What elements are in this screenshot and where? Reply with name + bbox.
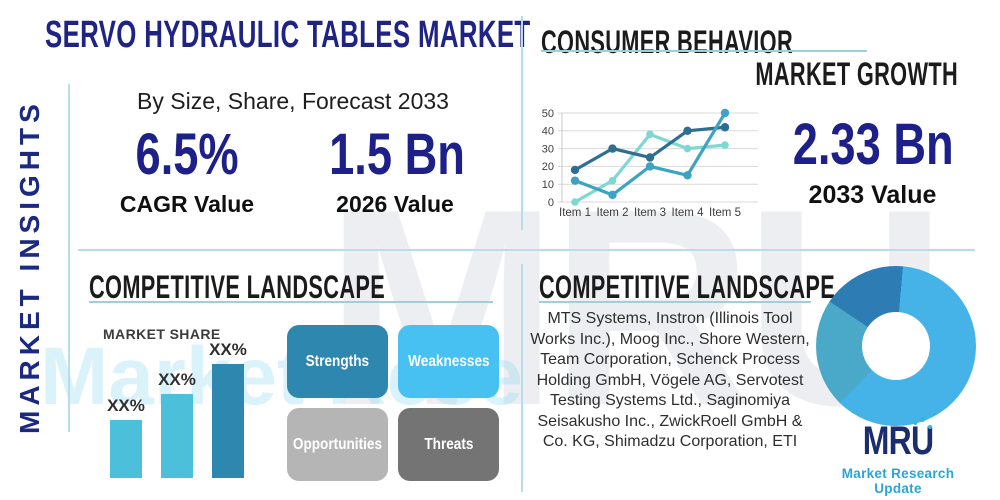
market-growth-line-chart: 0 10 20 30 40 50 Item 1 Item 2 Item 3 Item 4 Item … [542,108,758,219]
logo-splash-dot-icon [919,417,925,422]
bar-value-label: XX% [158,370,196,389]
swot-box-threats: Threats [398,408,499,481]
data-point-medium-teal [608,190,617,200]
mru-logo-tagline: Market Research Update [841,466,955,496]
competitive-landscape-left-heading: COMPETITIVE LANDSCAPE [89,269,386,305]
donut-hole [862,312,930,380]
y-tick-label: 0 [548,197,554,209]
base-year-value: 1.5 Bn [329,122,465,187]
data-point-medium-teal [570,176,580,185]
swot-box-opportunities: Opportunities [287,408,388,481]
competitive-landscape-right-underline [539,301,811,303]
top-quadrant-divider [521,16,523,230]
forecast-label: 2033 Value [808,181,937,209]
market-growth-heading: MARKET GROWTH [755,56,958,92]
data-point-dark-blue [645,153,655,162]
swot-grid: Strengths Weaknesses Opportunities Threats [287,325,499,481]
x-tick-label: Item 4 [672,207,705,219]
logo-splash-dot-icon [927,425,932,429]
x-tick-label: Item 3 [634,207,666,219]
cagr-stat: 6.5% CAGR Value [102,126,272,218]
data-point-light-teal [646,130,654,139]
market-insights-vertical-label: MARKET INSIGHTS [14,99,45,434]
data-point-light-teal [608,176,617,185]
y-tick-label: 10 [542,179,554,191]
y-tick-label: 40 [542,126,554,138]
consumer-behavior-underline [541,50,867,52]
competitive-landscape-left-underline [89,301,493,303]
market-share-bar [212,363,244,478]
data-point-dark-blue [683,126,692,135]
market-share-bar-chart: XX% XX% XX% [104,335,264,478]
logo-splash-dot-icon [913,422,917,425]
page-subtitle: By Size, Share, Forecast 2033 [137,88,449,114]
swot-box-label: Strengths [305,352,370,370]
swot-box-strengths: Strengths [287,325,388,398]
x-tick-label: Item 1 [559,207,591,219]
data-point-medium-teal [645,162,655,171]
market-share-bar [161,394,193,478]
bottom-quadrant-divider [521,264,523,492]
market-share-donut-chart [816,266,976,426]
y-tick-label: 30 [542,143,554,155]
data-point-light-teal [571,198,579,206]
company-list: MTS Systems, Instron (Illinois Tool Work… [530,310,810,450]
data-point-medium-teal [720,108,730,118]
cagr-label: CAGR Value [119,191,255,217]
bar-value-label: XX% [107,395,145,415]
x-tick-label: Item 2 [597,207,629,219]
swot-box-label: Threats [423,435,474,453]
mru-logo-text: MRU [862,419,934,463]
base-year-label: 2026 Value [336,191,454,217]
data-point-light-teal [683,144,692,153]
mru-logo: MRU Market Research Update [818,412,978,496]
horizontal-section-divider [78,249,975,251]
y-tick-label: 50 [542,108,554,120]
swot-box-weaknesses: Weaknesses [398,325,499,398]
data-point-light-teal [721,141,729,149]
left-rail-divider [68,84,70,432]
page-title: SERVO HYDRAULIC TABLES MARKET [45,14,531,56]
swot-box-label: Weaknesses [407,352,490,370]
data-point-dark-blue [570,165,580,175]
consumer-behavior-heading: CONSUMER BEHAVIOR [541,24,794,60]
base-year-stat: 1.5 Bn 2026 Value [310,126,480,218]
bar-value-label: XX% [209,339,247,359]
swot-box-label: Opportunities [292,435,383,453]
competitive-landscape-right-heading: COMPETITIVE LANDSCAPE [539,269,836,305]
forecast-value: 2.33 Bn [792,112,954,177]
data-point-medium-teal [683,171,692,180]
forecast-stat: 2.33 Bn 2033 Value [770,116,975,210]
logo-splash-dot-icon [932,412,936,415]
market-share-label: MARKET SHARE [103,326,221,342]
data-point-dark-blue [608,144,617,153]
data-point-dark-blue [720,123,730,132]
x-tick-label: Item 5 [709,207,741,219]
cagr-value: 6.5% [135,122,239,187]
market-share-bar [110,419,142,478]
y-tick-label: 20 [542,161,554,173]
